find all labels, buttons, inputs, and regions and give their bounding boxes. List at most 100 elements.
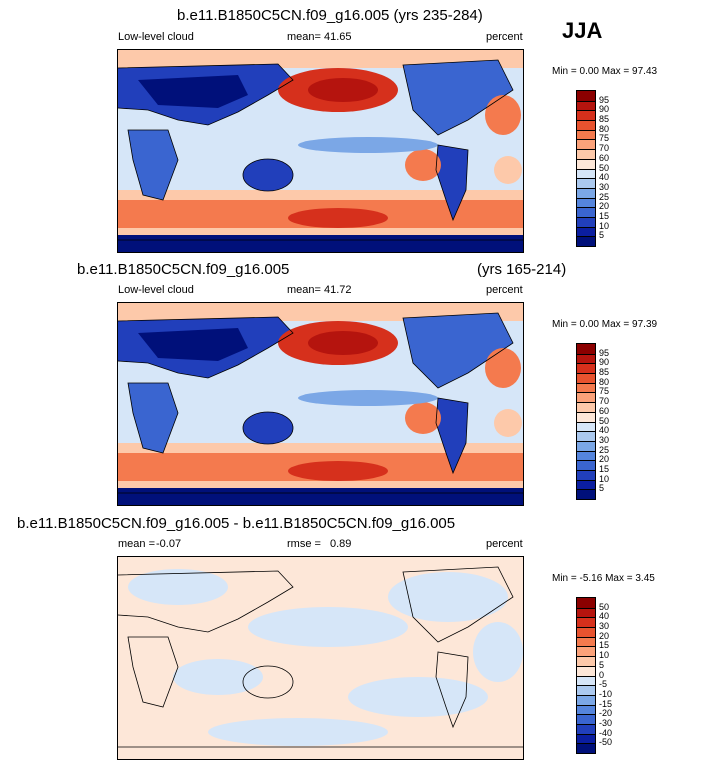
tropical-pacific-low	[298, 390, 438, 406]
arctic-band	[118, 303, 523, 321]
colorbar-swatch	[577, 216, 595, 227]
colorbar-swatch	[577, 110, 595, 121]
colorbar-swatch	[577, 344, 595, 354]
se-pacific-stratocumulus	[405, 149, 441, 181]
panel2-variable: Low-level cloud	[118, 284, 194, 296]
colorbar-swatch	[577, 598, 595, 608]
panel3-map	[117, 556, 524, 760]
colorbar-swatch	[577, 675, 595, 686]
colorbar-swatch	[577, 714, 595, 724]
antarctica	[118, 235, 523, 252]
colorbar-label: 15	[599, 210, 610, 221]
colorbar-label: -5	[599, 679, 608, 690]
colorbar-label: 5	[599, 483, 605, 494]
panel1-map	[117, 49, 524, 253]
southern-ocean-core	[288, 461, 388, 481]
panel1-mean-label: mean=	[287, 31, 321, 43]
colorbar-label: 50	[599, 415, 610, 426]
panel1-mean-value: 41.65	[324, 31, 352, 43]
colorbar-label: 15	[599, 463, 610, 474]
colorbar-swatch	[577, 646, 595, 657]
panel1-variable: Low-level cloud	[118, 31, 194, 43]
se-atlantic-stratocumulus	[494, 409, 522, 437]
colorbar-swatch	[577, 236, 595, 246]
north-america-land	[403, 313, 513, 388]
colorbar-swatch	[577, 685, 595, 695]
colorbar-label: 70	[599, 143, 610, 154]
colorbar-label: 10	[599, 650, 610, 661]
southern-ocean-core	[288, 208, 388, 228]
se-pacific-stratocumulus	[405, 402, 441, 434]
colorbar-swatch	[577, 226, 595, 237]
colorbar-label: 80	[599, 123, 610, 134]
north-america-land	[403, 60, 513, 135]
colorbar-label: -20	[599, 708, 613, 719]
colorbar-label: 40	[599, 172, 610, 183]
colorbar-swatch	[577, 723, 595, 734]
panel1-map-svg	[118, 50, 523, 252]
colorbar-swatch	[577, 411, 595, 422]
colorbar-label: 5	[599, 230, 605, 241]
colorbar-label: -10	[599, 688, 613, 699]
asia-core	[138, 75, 248, 108]
colorbar-swatch	[577, 382, 595, 393]
colorbar-label: 25	[599, 444, 610, 455]
africa-land	[128, 130, 178, 200]
arctic-band	[118, 50, 523, 68]
colorbar-label: 85	[599, 114, 610, 125]
colorbar-label: -40	[599, 727, 613, 738]
colorbar-label: 5	[599, 659, 605, 670]
colorbar-swatch	[577, 440, 595, 451]
colorbar-label: 60	[599, 405, 610, 416]
panel3-mean-label: mean =	[118, 538, 155, 550]
panel2-minmax: Min = 0.00 Max = 97.39	[552, 319, 658, 330]
panel2-colorbar: 95 90 85 80 75 70 60 50 40 30 25 20 15 10 5	[576, 343, 609, 500]
colorbar-swatch	[577, 704, 595, 715]
colorbar-label: 10	[599, 473, 610, 484]
colorbar-label: 70	[599, 396, 610, 407]
colorbar-label: 85	[599, 367, 610, 378]
panel2-title: b.e11.B1850C5CN.f09_g16.005	[77, 261, 290, 278]
antarctica	[118, 488, 523, 505]
colorbar-swatch	[577, 479, 595, 490]
colorbar-label: 20	[599, 630, 610, 641]
panel2-mean-value: 41.72	[324, 284, 352, 296]
colorbar-swatch	[577, 460, 595, 470]
colorbar-label: 30	[599, 181, 610, 192]
colorbar-label: 20	[599, 454, 610, 465]
colorbar-swatch	[577, 694, 595, 705]
colorbar-swatch	[577, 100, 595, 111]
colorbar-swatch	[577, 353, 595, 364]
panel3-mean-value: -0.07	[156, 538, 182, 550]
diff-negative-patches	[128, 569, 523, 746]
colorbar-swatch	[577, 91, 595, 101]
colorbar-swatch	[577, 139, 595, 150]
south-america-land	[436, 145, 468, 220]
panel3-rmse-value: 0.89	[330, 538, 352, 550]
colorbar-label: 10	[599, 220, 610, 231]
colorbar-swatch	[577, 187, 595, 198]
colorbar-swatch	[577, 149, 595, 159]
colorbar-swatch	[577, 120, 595, 130]
panel1-title: b.e11.B1850C5CN.f09_g16.005 (yrs 235-284…	[177, 7, 483, 24]
panel3-map-svg	[118, 557, 523, 759]
colorbar-swatch	[577, 207, 595, 217]
colorbar-swatch	[577, 607, 595, 618]
colorbar-label: 75	[599, 133, 610, 144]
panel2-map-svg	[118, 303, 523, 505]
panel3-units: percent	[486, 538, 523, 550]
colorbar-swatch	[577, 158, 595, 169]
colorbar-label: 80	[599, 376, 610, 387]
colorbar-label: -30	[599, 717, 613, 728]
australia-land	[243, 412, 293, 444]
panel2-mean-label: mean=	[287, 284, 321, 296]
north-atlantic-cloud	[485, 95, 521, 135]
colorbar-swatch	[577, 168, 595, 179]
coastlines	[118, 312, 523, 494]
colorbar-swatch	[577, 373, 595, 383]
colorbar-label: 90	[599, 104, 610, 115]
colorbar-label: 15	[599, 640, 610, 651]
colorbar-label: -50	[599, 737, 613, 748]
panel3-title: b.e11.B1850C5CN.f09_g16.005 - b.e11.B185…	[17, 515, 456, 532]
colorbar-label: 25	[599, 191, 610, 202]
